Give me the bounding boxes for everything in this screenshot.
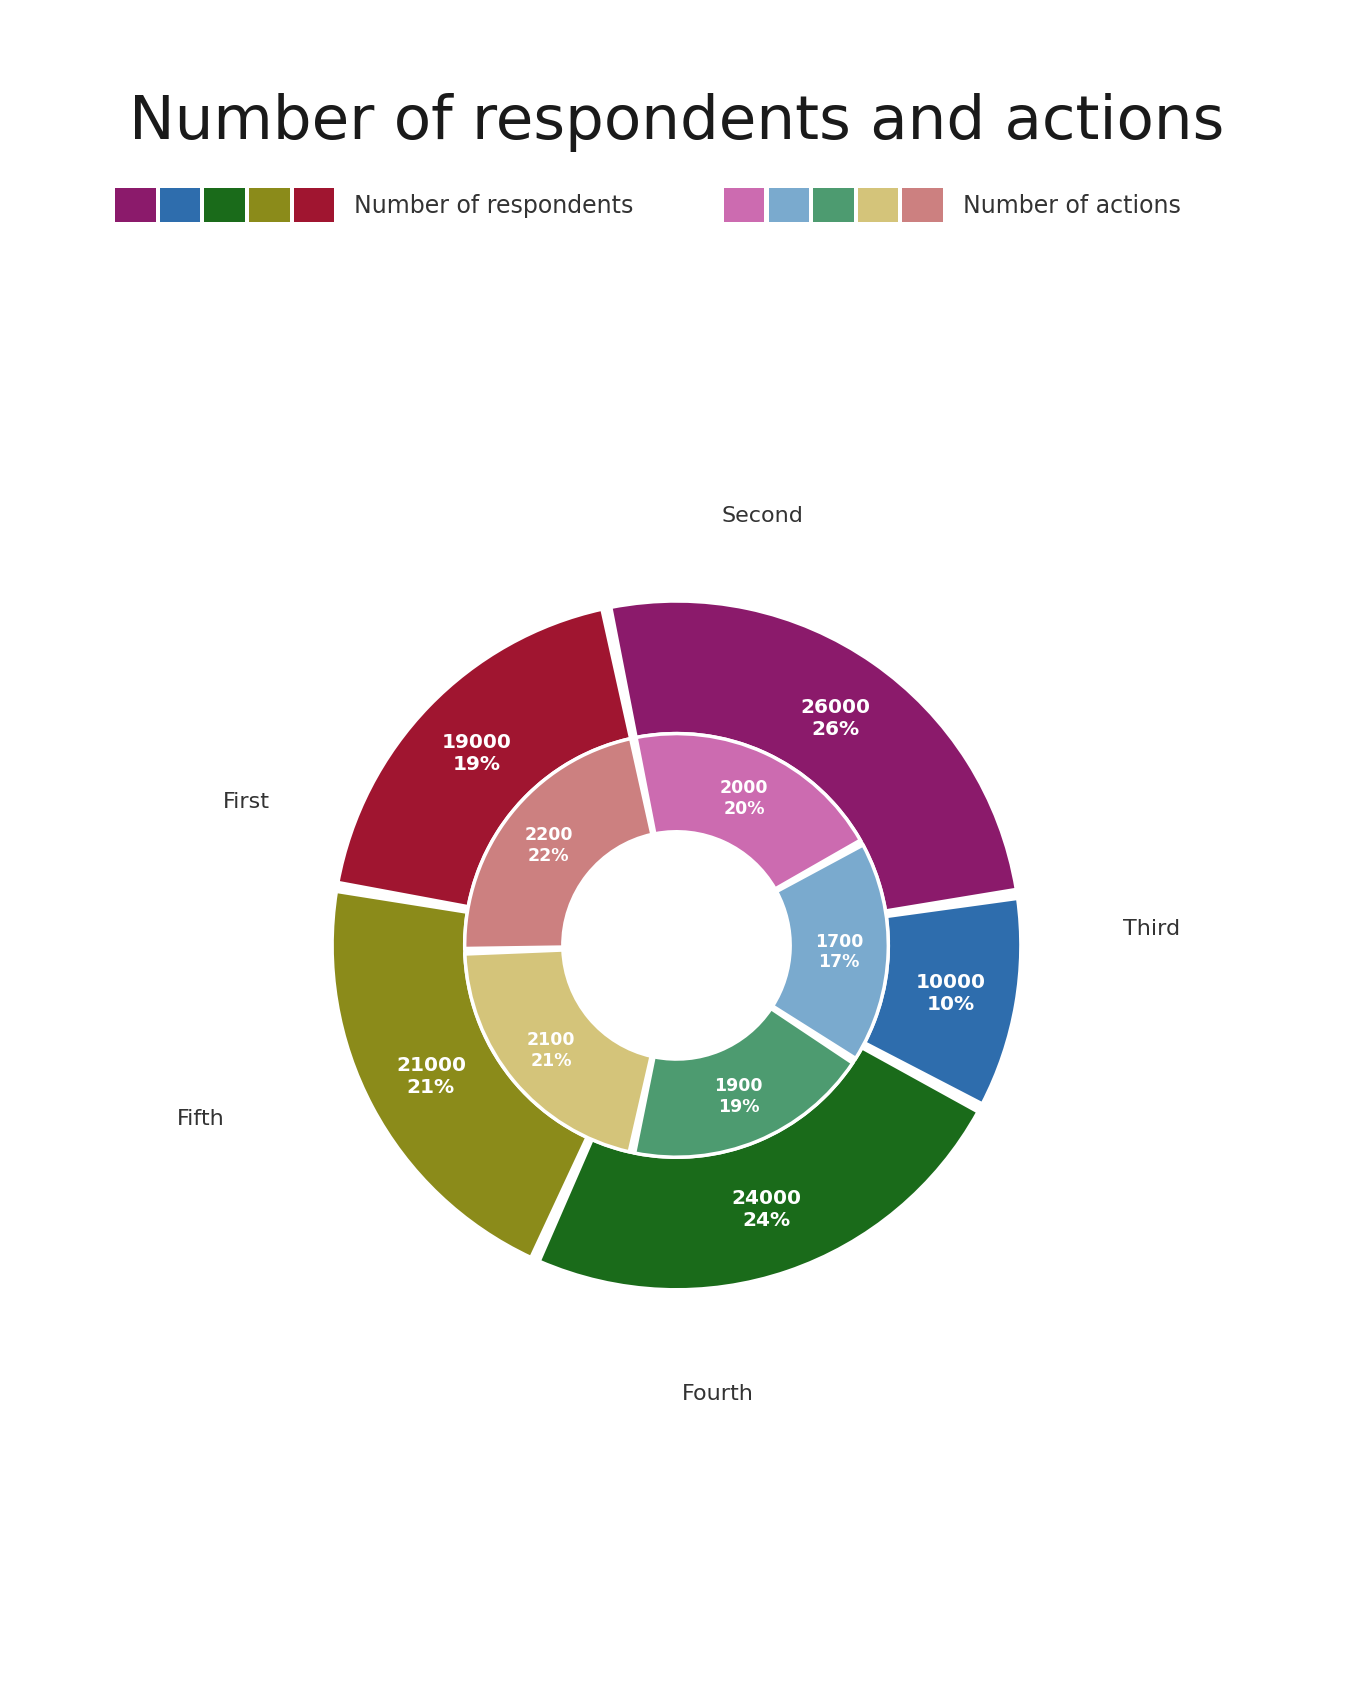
Text: Number of respondents and actions: Number of respondents and actions: [129, 93, 1224, 152]
Text: Fourth: Fourth: [682, 1383, 754, 1404]
Text: Second: Second: [721, 505, 804, 525]
Circle shape: [563, 833, 790, 1059]
Wedge shape: [464, 740, 652, 949]
Text: 2100
21%: 2100 21%: [528, 1030, 575, 1069]
Text: 1700
17%: 1700 17%: [815, 932, 863, 971]
Text: 24000
24%: 24000 24%: [731, 1189, 801, 1230]
Text: Third: Third: [1123, 919, 1180, 939]
Text: 19000
19%: 19000 19%: [441, 733, 511, 774]
Wedge shape: [540, 1049, 978, 1290]
Text: Number of actions: Number of actions: [963, 194, 1181, 218]
Text: 2200
22%: 2200 22%: [525, 826, 574, 865]
Wedge shape: [331, 892, 587, 1258]
Wedge shape: [635, 1008, 852, 1157]
Wedge shape: [465, 951, 651, 1152]
Text: 21000
21%: 21000 21%: [396, 1056, 465, 1096]
Wedge shape: [865, 899, 1022, 1105]
Text: 1900
19%: 1900 19%: [714, 1078, 763, 1115]
Text: Fifth: Fifth: [177, 1108, 225, 1128]
Text: 2000
20%: 2000 20%: [720, 779, 769, 817]
Text: First: First: [222, 790, 269, 811]
Text: 26000
26%: 26000 26%: [801, 698, 870, 738]
Wedge shape: [636, 735, 861, 890]
Wedge shape: [338, 610, 630, 907]
Wedge shape: [773, 846, 889, 1059]
Text: Number of respondents: Number of respondents: [354, 194, 633, 218]
Text: 10000
10%: 10000 10%: [916, 973, 985, 1013]
Wedge shape: [610, 601, 1016, 912]
